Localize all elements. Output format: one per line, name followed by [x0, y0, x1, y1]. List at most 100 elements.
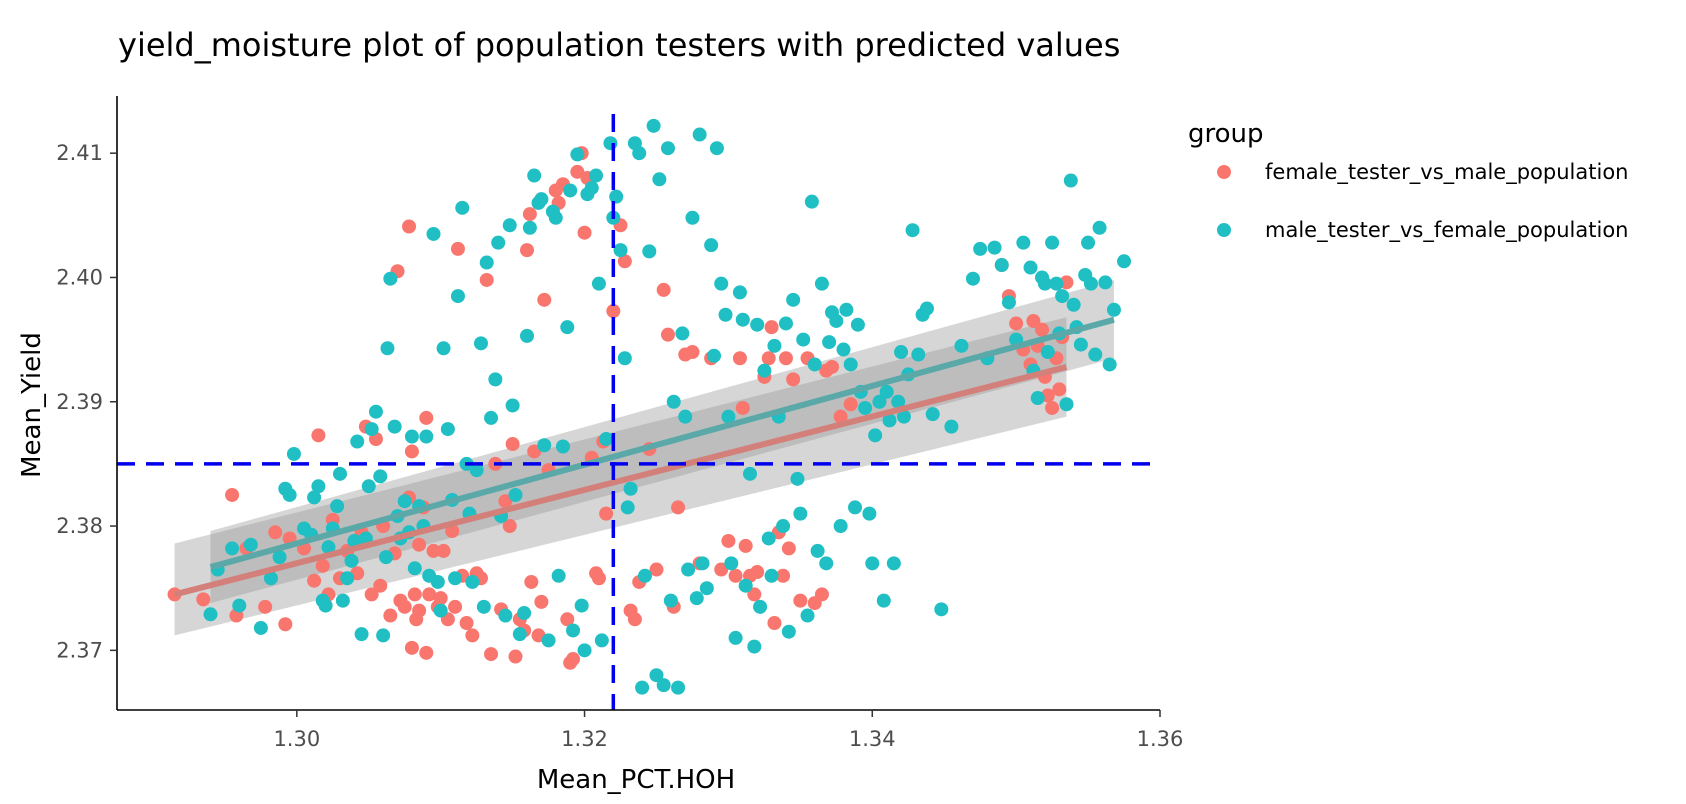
data-point-series-2: [800, 608, 815, 623]
data-point-series-2: [1040, 345, 1055, 360]
data-point-series-2: [448, 571, 463, 586]
data-point-series-2: [925, 407, 940, 422]
data-point-series-2: [335, 593, 350, 608]
data-point-series-1: [735, 400, 750, 415]
chart-title: yield_moisture plot of population tester…: [118, 26, 1120, 64]
data-point-series-1: [522, 207, 537, 222]
data-point-series-1: [419, 645, 434, 660]
data-point-series-2: [512, 627, 527, 642]
data-point-series-2: [1059, 397, 1074, 412]
data-point-series-2: [517, 606, 532, 621]
data-point-series-2: [332, 466, 347, 481]
data-point-series-2: [321, 540, 336, 555]
data-point-series-2: [858, 400, 873, 415]
data-point-series-1: [225, 487, 240, 502]
data-point-series-1: [1052, 382, 1067, 397]
data-point-series-2: [822, 335, 837, 350]
data-point-series-2: [419, 429, 434, 444]
data-point-series-2: [243, 537, 258, 552]
data-point-series-2: [649, 668, 664, 683]
data-point-series-2: [225, 541, 240, 556]
data-point-series-2: [666, 394, 681, 409]
data-points: [167, 118, 1132, 695]
data-point-series-2: [911, 347, 926, 362]
data-point-series-2: [796, 332, 811, 347]
data-point-series-2: [663, 593, 678, 608]
data-point-series-2: [282, 487, 297, 502]
data-point-series-2: [632, 146, 647, 161]
regression-line-1: [173, 364, 1068, 598]
data-point-series-2: [1063, 173, 1078, 188]
data-point-series-2: [819, 556, 834, 571]
x-tick-label: 1.30: [273, 727, 320, 751]
data-point-series-2: [498, 608, 513, 623]
data-point-series-1: [776, 568, 791, 583]
data-point-series-1: [459, 615, 474, 630]
data-point-series-1: [591, 571, 606, 586]
data-point-series-1: [505, 437, 520, 452]
data-point-series-2: [450, 289, 465, 304]
data-point-series-1: [728, 568, 743, 583]
data-point-series-2: [404, 429, 419, 444]
data-point-series-2: [709, 141, 724, 156]
data-point-series-2: [829, 313, 844, 328]
data-point-series-2: [724, 556, 739, 571]
data-point-series-1: [364, 587, 379, 602]
data-point-series-1: [520, 243, 535, 258]
data-point-series-2: [865, 556, 880, 571]
data-point-series-2: [786, 292, 801, 307]
data-point-series-2: [944, 419, 959, 434]
data-point-series-2: [642, 244, 657, 259]
data-point-series-2: [1030, 391, 1045, 406]
y-tick-label: 2.39: [56, 390, 103, 414]
reference-lines: [117, 114, 1160, 710]
data-point-series-2: [318, 598, 333, 613]
data-point-series-2: [728, 630, 743, 645]
data-point-series-2: [560, 320, 575, 335]
data-point-series-2: [433, 603, 448, 618]
data-point-series-2: [380, 341, 395, 356]
data-point-series-2: [272, 550, 287, 565]
data-point-series-1: [566, 652, 581, 667]
data-point-series-2: [804, 194, 819, 209]
data-point-series-1: [465, 628, 480, 643]
legend-marker-2: [1217, 223, 1231, 237]
data-point-series-2: [973, 241, 988, 256]
data-point-series-2: [430, 574, 445, 589]
data-point-series-1: [617, 254, 632, 269]
data-point-series-2: [232, 598, 247, 613]
data-point-series-2: [1098, 275, 1113, 290]
data-point-series-2: [589, 168, 604, 183]
data-point-series-2: [704, 238, 719, 253]
data-point-series-1: [448, 599, 463, 614]
data-point-series-1: [268, 525, 283, 540]
data-point-series-1: [656, 282, 671, 297]
data-point-series-2: [383, 271, 398, 286]
data-point-series-1: [404, 444, 419, 459]
data-point-series-2: [440, 422, 455, 437]
data-point-series-2: [469, 463, 484, 478]
data-point-series-2: [790, 471, 805, 486]
data-point-series-2: [584, 180, 599, 195]
data-point-series-2: [340, 571, 355, 586]
data-point-series-1: [436, 543, 451, 558]
data-point-series-1: [479, 272, 494, 287]
data-point-series-2: [387, 419, 402, 434]
data-point-series-2: [1088, 347, 1103, 362]
data-point-series-2: [879, 384, 894, 399]
data-point-series-1: [732, 351, 747, 366]
y-tick-label: 2.41: [56, 141, 103, 165]
data-point-series-2: [652, 172, 667, 187]
data-point-series-2: [566, 623, 581, 638]
data-point-series-2: [886, 556, 901, 571]
data-point-series-2: [537, 438, 552, 453]
data-point-series-2: [594, 633, 609, 648]
data-point-series-2: [436, 341, 451, 356]
data-point-series-2: [1117, 254, 1132, 269]
data-point-series-1: [1035, 322, 1050, 337]
data-point-series-1: [767, 615, 782, 630]
data-point-series-2: [350, 434, 365, 449]
data-point-series-2: [563, 183, 578, 198]
data-point-series-2: [354, 627, 369, 642]
